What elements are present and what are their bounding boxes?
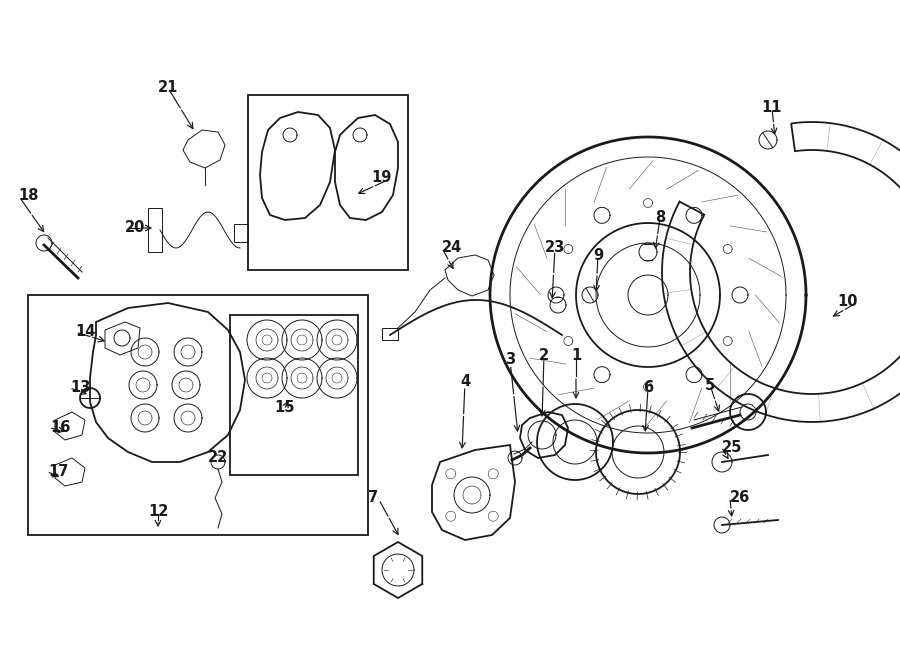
Text: 3: 3 [505,352,515,368]
Text: 8: 8 [655,210,665,225]
Text: 13: 13 [70,381,90,395]
Text: 9: 9 [593,247,603,262]
Bar [28,295,368,535]
Bar [382,328,398,340]
Text: 1: 1 [571,348,581,362]
Text: 6: 6 [643,381,653,395]
Text: 21: 21 [158,81,178,95]
Text: 14: 14 [75,325,95,340]
Text: 17: 17 [48,465,68,479]
Text: 4: 4 [460,375,470,389]
Text: 10: 10 [838,295,858,309]
Bar [248,95,408,270]
Text: 26: 26 [730,490,751,506]
Text: 11: 11 [761,100,782,116]
Text: 2: 2 [539,348,549,362]
Text: 23: 23 [544,241,565,256]
Text: 25: 25 [722,440,742,455]
Text: 19: 19 [372,171,392,186]
Bar [234,224,248,242]
Text: 12: 12 [148,504,168,520]
Text: 22: 22 [208,451,228,465]
Text: 24: 24 [442,241,463,256]
Bar [230,315,358,475]
Text: 7: 7 [368,490,378,506]
Text: 16: 16 [50,420,70,436]
Bar [148,208,162,252]
Text: 18: 18 [18,188,39,202]
Text: 5: 5 [705,377,716,393]
Text: 15: 15 [274,401,295,416]
Text: 20: 20 [125,221,146,235]
